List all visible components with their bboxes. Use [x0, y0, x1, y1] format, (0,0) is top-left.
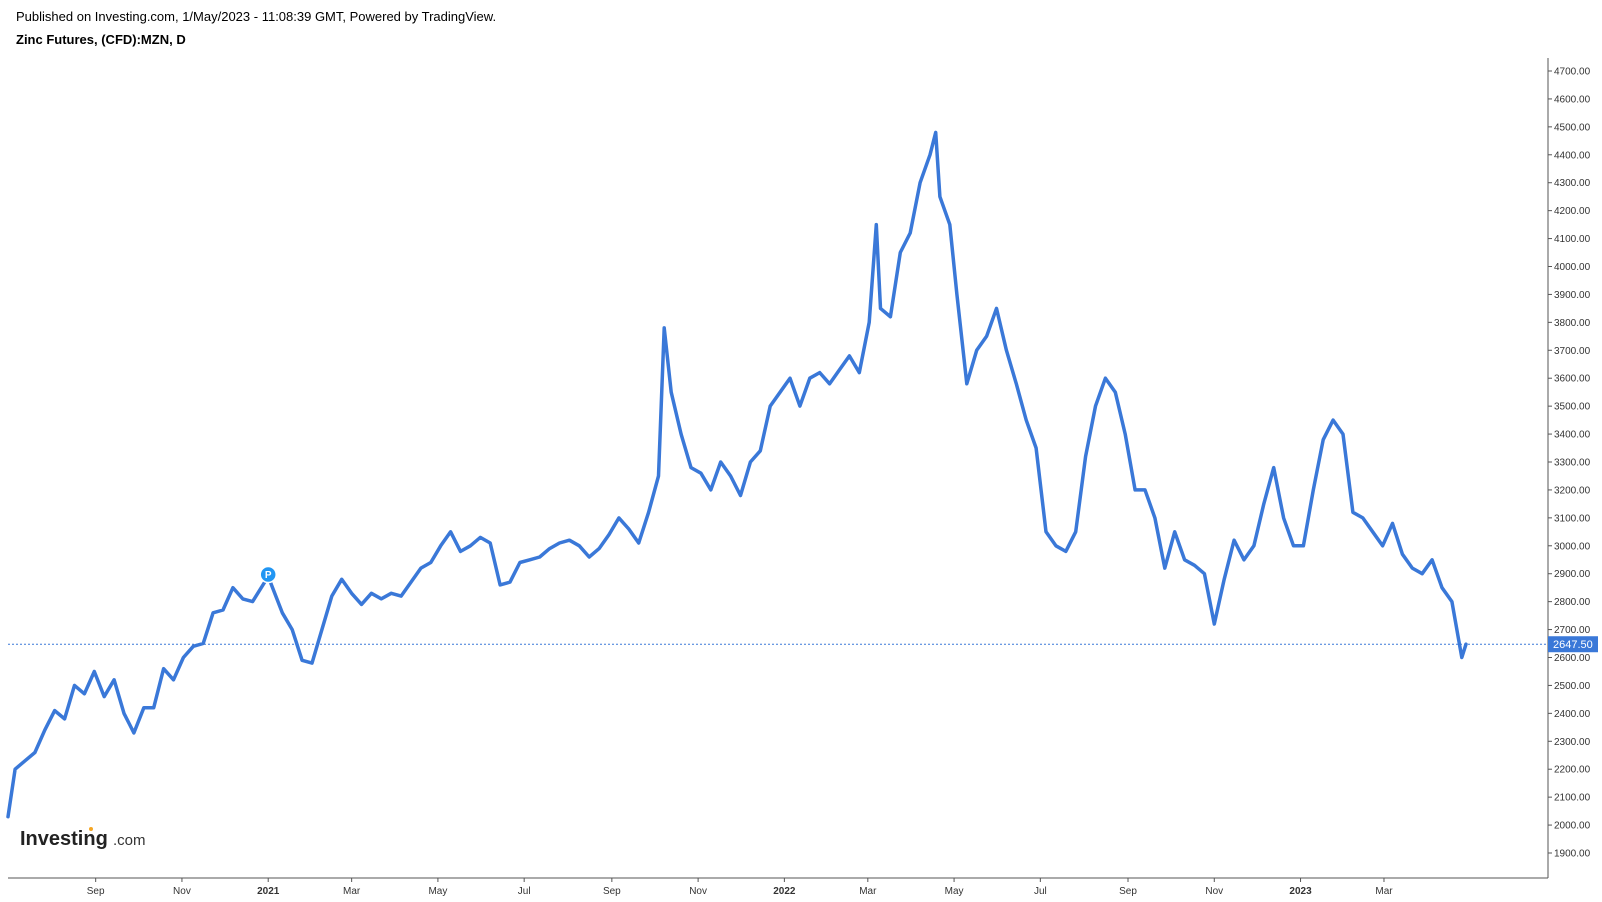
y-tick-label: 4700.00 [1554, 67, 1591, 78]
y-tick-label: 3200.00 [1554, 485, 1591, 496]
x-tick-label: Sep [87, 886, 105, 897]
x-tick-label: 2023 [1289, 886, 1312, 897]
y-tick-label: 2200.00 [1554, 765, 1591, 776]
y-tick-label: 2700.00 [1554, 625, 1591, 636]
y-tick-label: 2300.00 [1554, 737, 1591, 748]
x-axis: Sep Nov 2021 Mar May Jul Sep Nov 2022 Mar May Jul Se… [87, 878, 1393, 897]
y-tick-label: 2800.00 [1554, 597, 1591, 608]
x-tick-label: 2021 [257, 886, 280, 897]
x-tick-label: 2022 [773, 886, 796, 897]
y-tick-label: 3900.00 [1554, 290, 1591, 301]
y-tick-label: 2100.00 [1554, 793, 1591, 804]
y-tick-label: 2600.00 [1554, 653, 1591, 664]
y-tick-label: 4400.00 [1554, 150, 1591, 161]
x-tick-label: Nov [1205, 886, 1223, 897]
y-tick-label: 2400.00 [1554, 709, 1591, 720]
y-tick-label: 2900.00 [1554, 569, 1591, 580]
y-tick-label: 4100.00 [1554, 234, 1591, 245]
x-tick-label: Mar [1375, 886, 1393, 897]
y-tick-label: 4500.00 [1554, 122, 1591, 133]
investing-logo: Investing .com [20, 827, 146, 850]
y-axis: 4700.00 4600.00 4500.00 4400.00 4300.00 4200.… [1548, 67, 1591, 860]
logo-suffix-text: .com [113, 832, 146, 849]
symbol-title: Zinc Futures, (CFD):MZN, D [16, 32, 186, 47]
x-tick-label: Sep [1119, 886, 1137, 897]
pivot-marker-label: P [265, 570, 272, 581]
price-series-line [6, 130, 1468, 819]
y-tick-label: 1900.00 [1554, 849, 1591, 860]
last-price-tag: 2647.50 [1548, 636, 1598, 653]
x-tick-label: Jul [518, 886, 531, 897]
last-price-tag-bg [1548, 636, 1598, 653]
x-tick-label: May [428, 886, 447, 897]
y-tick-label: 4200.00 [1554, 206, 1591, 217]
y-tick-label: 2500.00 [1554, 681, 1591, 692]
x-tick-label: Sep [603, 886, 621, 897]
x-tick-label: May [945, 886, 964, 897]
y-tick-label: 4600.00 [1554, 94, 1591, 105]
y-tick-label: 4300.00 [1554, 178, 1591, 189]
y-tick-label: 3800.00 [1554, 318, 1591, 329]
y-tick-label: 2000.00 [1554, 821, 1591, 832]
pivot-marker-circle [259, 565, 277, 584]
y-tick-label: 3500.00 [1554, 402, 1591, 413]
y-tick-label: 3000.00 [1554, 541, 1591, 552]
y-tick-label: 3600.00 [1554, 374, 1591, 385]
published-note: Published on Investing.com, 1/May/2023 -… [16, 9, 497, 24]
y-tick-label: 3700.00 [1554, 346, 1591, 357]
x-tick-label: Nov [689, 886, 707, 897]
y-tick-label: 3300.00 [1554, 458, 1591, 469]
x-tick-label: Nov [173, 886, 191, 897]
last-price-tag-label: 2647.50 [1553, 639, 1593, 651]
y-tick-label: 3400.00 [1554, 430, 1591, 441]
y-tick-label: 4000.00 [1554, 262, 1591, 273]
y-tick-label: 3100.00 [1554, 513, 1591, 524]
pivot-marker[interactable]: P [259, 565, 277, 584]
logo-main-text: Investing [20, 828, 108, 850]
x-tick-label: Jul [1034, 886, 1047, 897]
x-tick-label: Mar [343, 886, 361, 897]
logo-dot-icon [89, 827, 93, 831]
x-tick-label: Mar [859, 886, 877, 897]
